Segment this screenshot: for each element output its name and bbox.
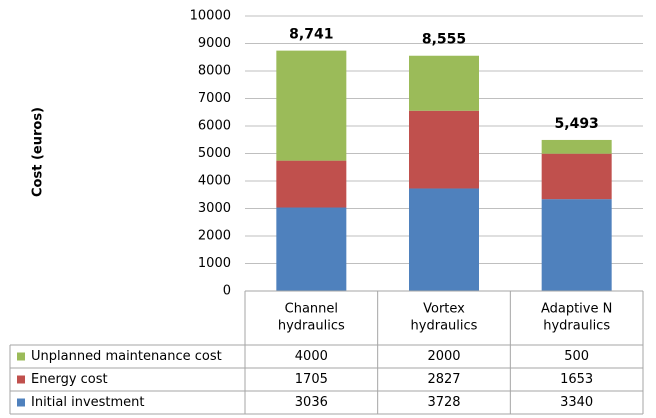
y-tick-label: 7000 [198,91,231,106]
y-tick-label: 6000 [198,119,231,134]
table-value: 3728 [427,395,460,410]
category-label: hydraulics [543,319,610,334]
bar-segment [276,50,347,161]
total-label: 5,493 [555,116,599,132]
y-tick-label: 1000 [198,256,231,271]
legend-label: Initial investment [31,395,145,410]
y-tick-label: 5000 [198,146,231,161]
table-value: 4000 [295,349,328,364]
bar-segment [409,188,479,291]
bar-segment [541,153,612,200]
y-axis-title: Cost (euros) [31,107,46,197]
bar-segment [409,55,479,111]
category-label: Channel [285,302,338,317]
table-value: 2827 [427,372,460,387]
table-value: 3036 [295,395,328,410]
table-value: 3340 [560,395,593,410]
table-value: 1705 [295,372,328,387]
y-tick-label: 4000 [198,174,231,189]
legend-swatch [17,352,25,361]
legend-swatch [17,375,25,384]
bar-segment [276,207,347,291]
total-label: 8,555 [422,32,466,48]
legend-swatch [17,398,25,407]
total-label: 8,741 [289,27,333,43]
category-label: Vortex [423,302,465,317]
category-label: hydraulics [411,319,478,334]
bar-segment [276,160,347,208]
y-tick-label: 8000 [198,64,231,79]
bar-segment [409,110,479,189]
bar-segment [541,199,612,291]
table-value: 2000 [427,349,460,364]
y-tick-label: 0 [223,284,231,299]
y-tick-label: 2000 [198,229,231,244]
y-tick-label: 10000 [190,9,231,24]
category-label: hydraulics [278,319,345,334]
table-value: 500 [564,349,589,364]
category-label: Adaptive N [541,302,612,317]
y-tick-label: 9000 [198,36,231,51]
legend-label: Unplanned maintenance cost [31,349,222,364]
legend-label: Energy cost [31,372,108,387]
y-tick-label: 3000 [198,201,231,216]
table-value: 1653 [560,372,593,387]
bar-segment [541,139,612,154]
